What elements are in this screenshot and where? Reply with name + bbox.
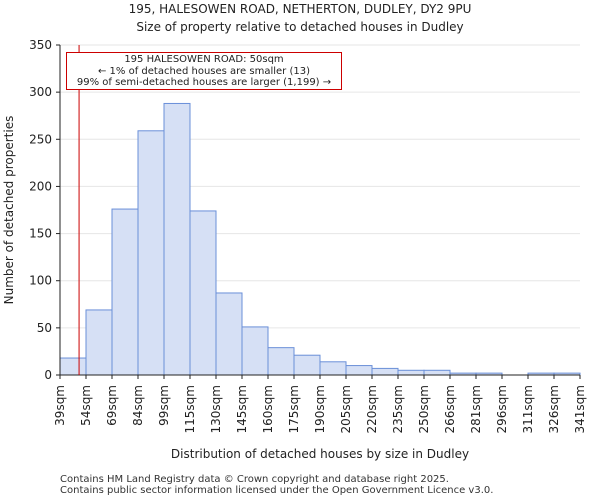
x-tick-label: 250sqm [417, 385, 431, 433]
x-tick-label: 281sqm [469, 385, 483, 433]
histogram-bar [397, 369, 425, 376]
histogram-bar [241, 326, 269, 376]
y-tick-label: 300 [29, 85, 52, 99]
histogram-bar [267, 347, 295, 376]
chart-title-address: 195, HALESOWEN ROAD, NETHERTON, DUDLEY, … [128, 2, 472, 16]
annotation-line-3: 99% of semi-detached houses are larger (… [76, 77, 332, 88]
y-tick-label: 100 [29, 274, 52, 288]
x-tick-label: 69sqm [105, 385, 119, 426]
y-tick-label: 150 [29, 227, 52, 241]
x-tick-label: 311sqm [521, 385, 535, 433]
footer-licence: Contains public sector information licen… [60, 485, 494, 496]
annotation-line-1: 195 HALESOWEN ROAD: 50sqm [124, 54, 284, 65]
x-tick-label: 326sqm [547, 385, 561, 433]
x-tick-label: 220sqm [365, 385, 379, 433]
histogram-bar [111, 208, 139, 376]
histogram-bar [137, 130, 165, 376]
x-tick-label: 296sqm [495, 385, 509, 433]
histogram-bar [85, 309, 113, 376]
x-tick-label: 341sqm [573, 385, 587, 433]
annotation-line-2: ← 1% of detached houses are smaller (13) [98, 65, 310, 77]
x-tick-label: 84sqm [131, 385, 145, 426]
x-tick-label: 115sqm [183, 385, 197, 433]
x-tick-label: 130sqm [209, 385, 223, 433]
histogram-bar [215, 292, 243, 376]
y-axis-label: Number of detached properties [2, 116, 16, 305]
x-tick-label: 160sqm [261, 385, 275, 433]
x-axis-label: Distribution of detached houses by size … [171, 447, 469, 461]
histogram-bar [423, 369, 451, 376]
x-tick-label: 99sqm [157, 385, 171, 426]
histogram-bar [371, 367, 399, 376]
x-tick-label: 39sqm [53, 385, 67, 426]
x-tick-label: 205sqm [339, 385, 353, 433]
histogram-bar [163, 102, 191, 376]
histogram-bar [345, 365, 373, 376]
y-tick-label: 350 [29, 38, 52, 52]
x-tick-label: 175sqm [287, 385, 301, 433]
footer-copyright: Contains HM Land Registry data © Crown c… [60, 474, 449, 485]
x-tick-label: 54sqm [79, 385, 93, 426]
y-tick-label: 200 [29, 179, 52, 193]
histogram-bar [189, 210, 217, 376]
x-tick-label: 235sqm [391, 385, 405, 433]
histogram-bar [293, 354, 321, 376]
histogram-bar [59, 357, 87, 376]
y-tick-label: 0 [44, 368, 52, 382]
chart-title: Size of property relative to detached ho… [136, 20, 464, 34]
x-tick-label: 145sqm [235, 385, 249, 433]
histogram-bar [319, 361, 347, 376]
x-tick-label: 190sqm [313, 385, 327, 433]
y-tick-label: 50 [37, 321, 52, 335]
property-annotation: 195 HALESOWEN ROAD: 50sqm ← 1% of detach… [66, 52, 342, 90]
x-tick-label: 266sqm [443, 385, 457, 433]
y-tick-label: 250 [29, 132, 52, 146]
